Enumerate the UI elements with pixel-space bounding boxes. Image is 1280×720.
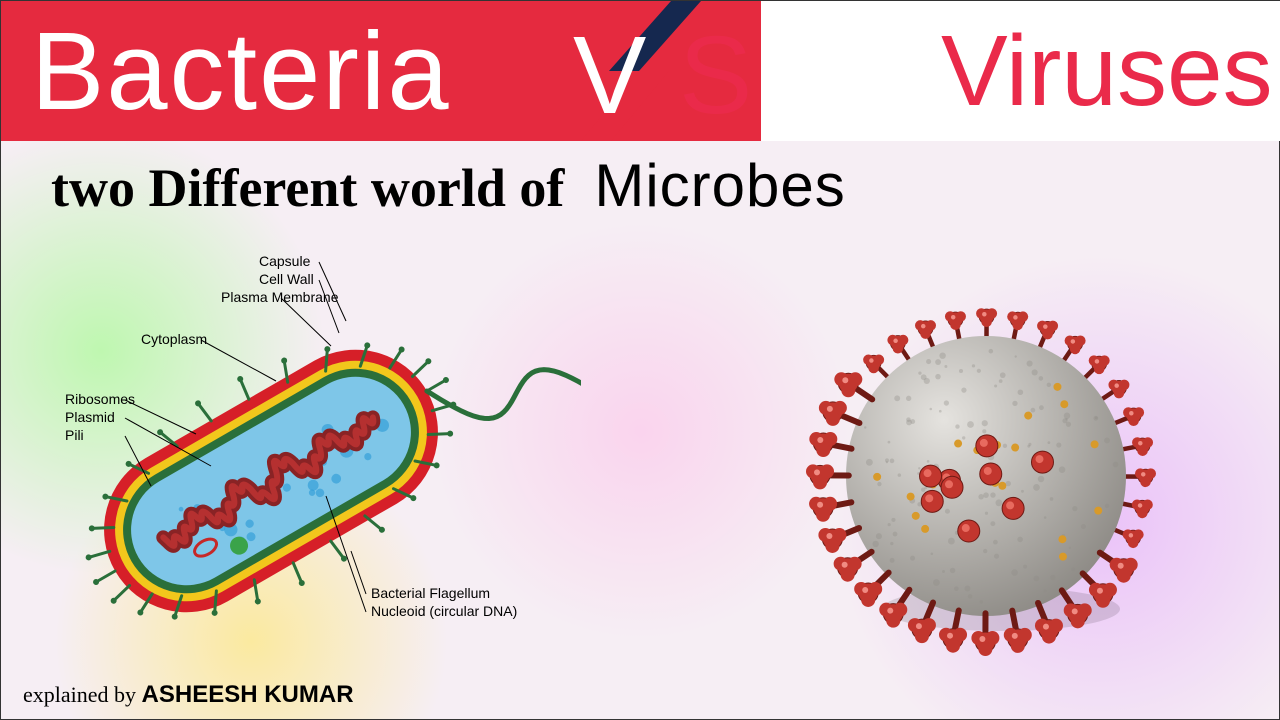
bacteria-label-plasma_membrane: Plasma Membrane xyxy=(221,289,339,305)
header: Bacteria Viruses V S xyxy=(1,1,1280,141)
bacteria-label-capsule: Capsule xyxy=(259,253,311,269)
viruses-title: Viruses xyxy=(941,14,1273,129)
bacteria-label-plasmid: Plasmid xyxy=(65,409,115,425)
vs-divider: V S xyxy=(561,1,771,141)
credit-prefix: explained by xyxy=(23,682,136,707)
bacteria-label-cytoplasm: Cytoplasm xyxy=(141,331,207,347)
bacteria-diagram: Capsule Cell Wall Plasma Membrane Cytoplasm… xyxy=(21,236,581,676)
virus-illustration xyxy=(801,291,1171,661)
subtitle: two Different world of Microbes xyxy=(51,151,1231,231)
subtitle-part1: two Different world of xyxy=(51,157,564,219)
bacteria-label-pili: Pili xyxy=(65,427,84,443)
header-right-panel: Viruses xyxy=(761,1,1280,141)
infographic-canvas: Bacteria Viruses V S two Different world… xyxy=(0,0,1280,720)
bacteria-label-ribosomes: Ribosomes xyxy=(65,391,135,407)
subtitle-part2: Microbes xyxy=(594,151,845,220)
bacteria-title: Bacteria xyxy=(31,8,451,135)
bacteria-label-flagellum: Bacterial Flagellum xyxy=(371,585,490,601)
credit-line: explained by ASHEESH KUMAR xyxy=(23,681,354,709)
vs-letter-s: S xyxy=(679,14,752,137)
vs-letter-v: V xyxy=(573,14,646,137)
credit-name: ASHEESH KUMAR xyxy=(142,681,354,708)
bacteria-label-cell_wall: Cell Wall xyxy=(259,271,314,287)
bacteria-label-nucleoid: Nucleoid (circular DNA) xyxy=(371,603,517,619)
